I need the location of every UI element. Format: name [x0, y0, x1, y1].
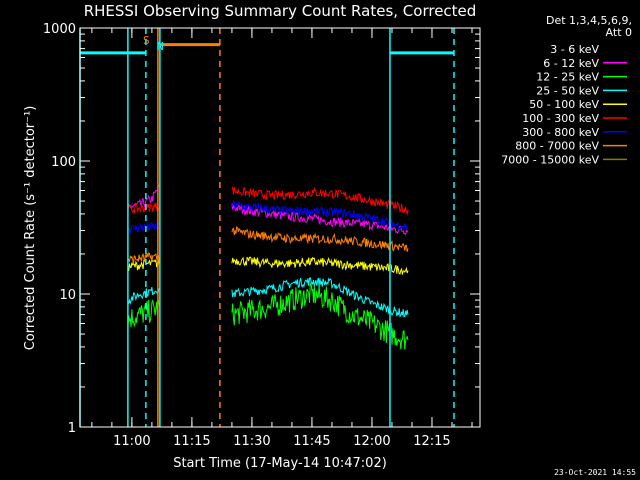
legend-label-7: 800 - 7000 keV: [515, 140, 599, 153]
legend-header-line-1: Det 1,3,4,5,6,9,: [546, 14, 632, 27]
series-line-1-segment-1: [231, 203, 409, 236]
series-line-7-segment-0: [127, 251, 161, 264]
y-tick-label-2: 100: [51, 155, 76, 170]
legend-label-3: 25 - 50 keV: [536, 84, 599, 97]
legend-header-line-2: Att 0: [606, 26, 632, 39]
legend-label-8: 7000 - 15000 keV: [501, 153, 599, 166]
x-tick-label-5: 12:15: [413, 434, 450, 449]
series-layer: [127, 130, 409, 350]
x-tick-label-0: 11:00: [113, 434, 150, 449]
legend-label-2: 12 - 25 keV: [536, 71, 599, 84]
flag-label-n: N: [157, 40, 164, 53]
y-tick-label-3: 1000: [43, 22, 76, 37]
y-axis-label: Corrected Count Rate (s⁻¹ detector⁻¹): [23, 106, 38, 351]
legend-label-0: 3 - 6 keV: [550, 43, 599, 56]
series-line-6-segment-0: [127, 221, 161, 235]
series-line-1-segment-0: [127, 183, 161, 209]
axes-layer: 1 10 100 1000 11:00 11:15 11:30 11:45 12:00 12:15: [43, 22, 481, 449]
y-tick-label-0: 1: [68, 421, 76, 436]
series-line-6-segment-1: [231, 199, 409, 231]
legend-label-5: 100 - 300 keV: [522, 112, 599, 125]
series-line-3-segment-0: [127, 286, 161, 305]
generated-timestamp: 23-Oct-2021 14:55: [554, 468, 636, 477]
x-tick-label-1: 11:15: [173, 434, 210, 449]
series-line-7-segment-1: [231, 225, 409, 252]
y-tick-label-1: 10: [59, 288, 76, 303]
x-tick-label-2: 11:30: [233, 434, 270, 449]
x-tick-label-4: 12:00: [353, 434, 390, 449]
legend-label-1: 6 - 12 keV: [543, 57, 599, 70]
plot-frame: [79, 27, 481, 428]
series-line-2-segment-1: [231, 282, 409, 350]
chart-title: RHESSI Observing Summary Count Rates, Co…: [84, 2, 477, 20]
series-line-0-segment-0: [127, 130, 161, 147]
series-line-4-segment-1: [231, 256, 409, 275]
x-axis-label: Start Time (17-May-14 10:47:02): [173, 456, 387, 471]
flag-label-s: S: [143, 34, 150, 47]
series-line-0-segment-1: [231, 143, 409, 179]
legend-label-6: 300 - 800 keV: [522, 126, 599, 139]
series-line-5-segment-0: [127, 202, 161, 215]
series-line-5-segment-1: [231, 185, 409, 216]
series-line-3-segment-1: [231, 276, 409, 318]
legend-label-4: 50 - 100 keV: [529, 98, 599, 111]
series-line-4-segment-0: [127, 257, 161, 272]
x-tick-label-3: 11:45: [293, 434, 330, 449]
series-line-2-segment-0: [127, 299, 161, 329]
